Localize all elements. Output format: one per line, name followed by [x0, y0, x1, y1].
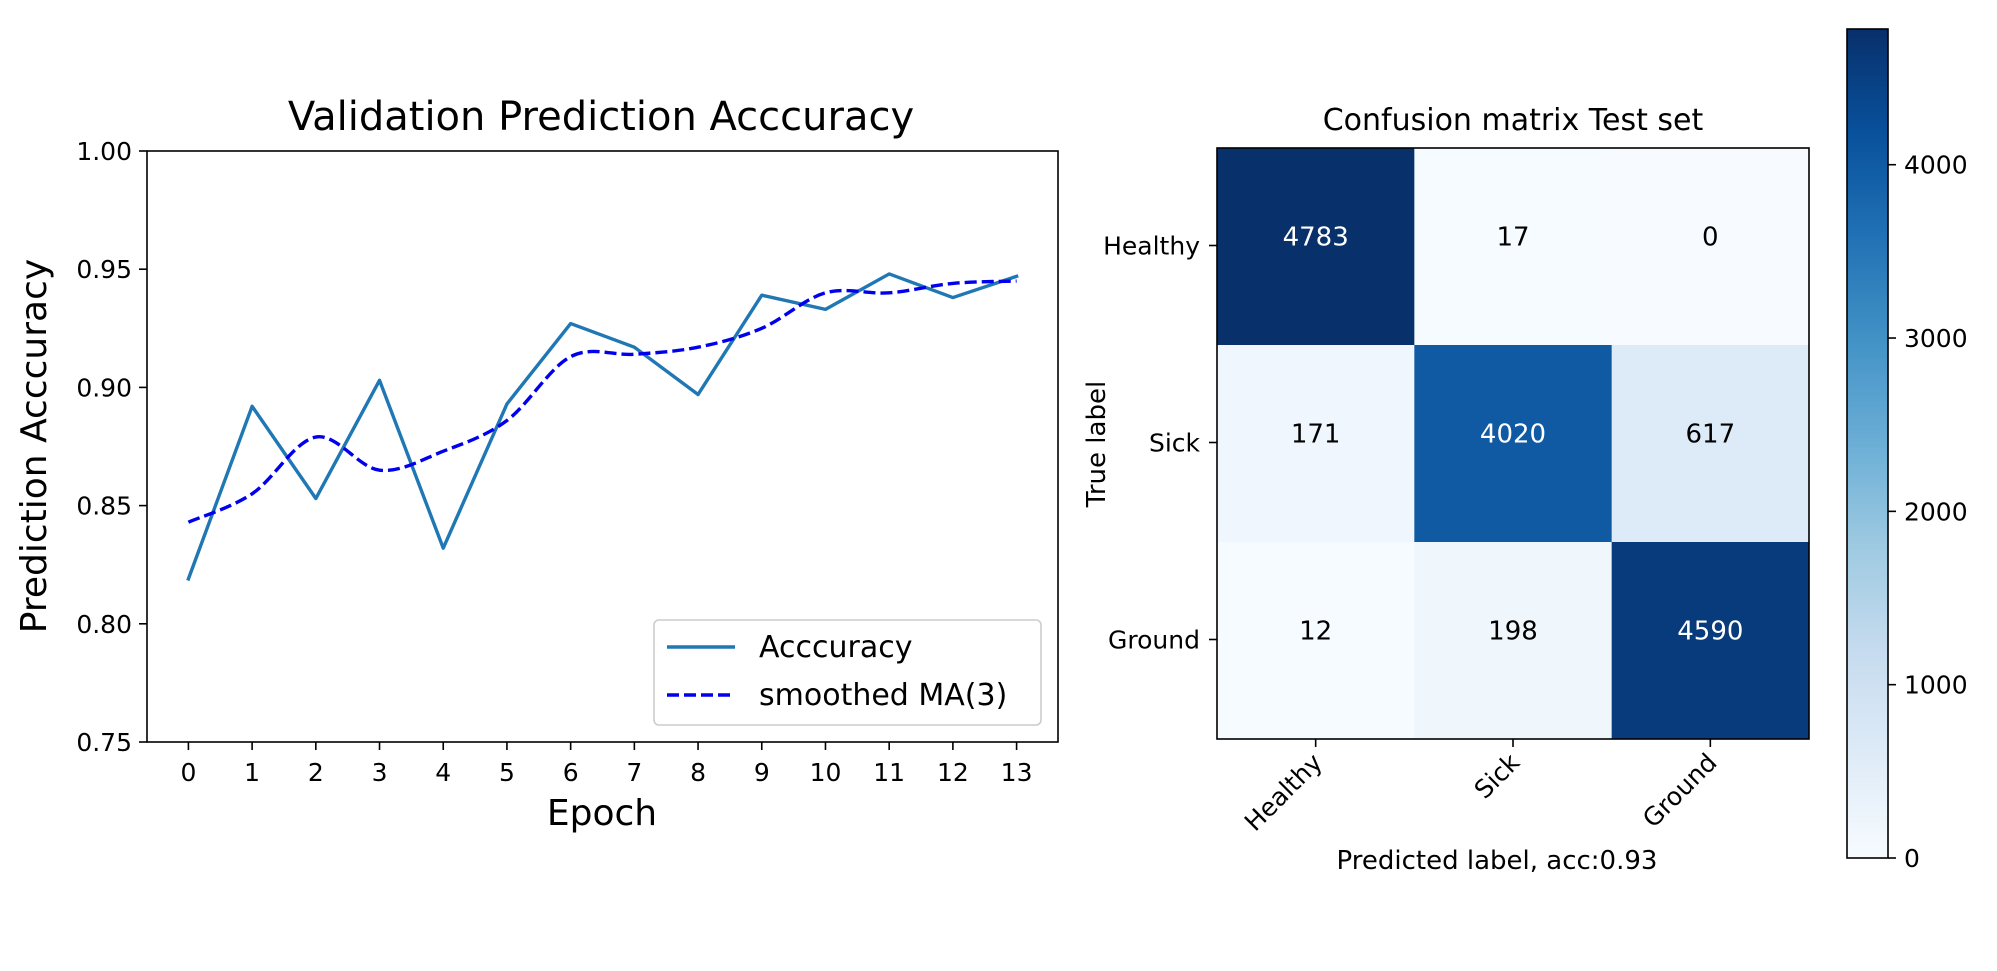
accuracy-legend: Acccuracy smoothed MA(3) — [653, 619, 1042, 726]
colorbar-tick-label: 3000 — [1904, 324, 1968, 353]
matrix-cell-value: 4020 — [1480, 420, 1546, 450]
matrix-cell — [1414, 542, 1613, 740]
confusion-matrix-x-axis-label: Predicted label, acc:0.93 — [1337, 846, 1658, 876]
matrix-cell — [1414, 148, 1613, 346]
x-tick-label: 8 — [690, 758, 706, 787]
matrix-x-tick-label: Healthy — [1239, 748, 1328, 837]
series-line-accuracy — [186, 272, 1019, 582]
colorbar-tick-label: 2000 — [1904, 497, 1968, 526]
accuracy-series — [186, 272, 1019, 582]
y-tick-label: 1.00 — [76, 137, 132, 166]
accuracy-chart-title: Validation Prediction Acccuracy — [288, 94, 914, 140]
matrix-cell-value: 171 — [1291, 420, 1341, 450]
accuracy-plot-frame — [146, 150, 1059, 743]
matrix-cell-value: 4590 — [1677, 617, 1743, 647]
matrix-x-tick-label: Sick — [1469, 747, 1526, 804]
matrix-x-tick-label: Ground — [1637, 748, 1723, 834]
x-tick-label: 6 — [563, 758, 579, 787]
confusion-matrix-y-axis-label: True label — [1082, 381, 1112, 508]
matrix-cell — [1414, 345, 1613, 543]
matrix-cell-value: 12 — [1299, 617, 1332, 647]
confusion-matrix-cells: 4783 17 0 171 4020 617 12 198 4590 — [1217, 148, 1810, 740]
y-tick-label: 0.90 — [76, 373, 132, 402]
colorbar-tick-label: 1000 — [1904, 671, 1968, 700]
matrix-y-tick-label: Ground — [1108, 626, 1200, 655]
confusion-matrix-chart: Confusion matrix Test set 4783 17 0 171 4020… — [1082, 103, 1810, 876]
y-tick-label: 0.80 — [76, 610, 132, 639]
matrix-cell — [1217, 148, 1415, 346]
legend-box — [653, 619, 1042, 726]
colorbar-ticks: 0 1000 2000 3000 4000 — [1888, 151, 1968, 873]
x-tick-label: 12 — [937, 758, 969, 787]
matrix-cell — [1611, 542, 1810, 740]
x-tick-label: 5 — [499, 758, 515, 787]
matrix-y-tick-label: Healthy — [1103, 232, 1200, 261]
matrix-cell — [1611, 148, 1810, 346]
confusion-matrix-title: Confusion matrix Test set — [1323, 103, 1704, 138]
matrix-cell-value: 198 — [1488, 617, 1538, 647]
accuracy-y-ticks: 0.75 0.80 0.85 0.90 0.95 1.00 — [76, 137, 147, 757]
matrix-cell — [1217, 542, 1415, 740]
x-tick-label: 11 — [873, 758, 905, 787]
legend-label-accuracy: Acccuracy — [759, 630, 912, 665]
x-tick-label: 4 — [435, 758, 451, 787]
y-tick-label: 0.95 — [76, 255, 132, 284]
x-tick-label: 7 — [626, 758, 642, 787]
accuracy-x-axis-label: Epoch — [547, 793, 657, 834]
x-tick-label: 13 — [1001, 758, 1033, 787]
confusion-matrix-x-ticks: Healthy Sick Ground — [1239, 739, 1723, 837]
matrix-cell-value: 17 — [1496, 223, 1529, 253]
x-tick-label: 10 — [810, 758, 842, 787]
confusion-matrix-y-ticks: Healthy Sick Ground — [1103, 232, 1217, 655]
matrix-cell-value: 4783 — [1283, 223, 1349, 253]
x-tick-label: 3 — [372, 758, 388, 787]
y-tick-label: 0.75 — [76, 728, 132, 757]
matrix-cell-value: 0 — [1702, 223, 1719, 253]
colorbar: 0 1000 2000 3000 4000 — [1846, 28, 1968, 873]
x-tick-label: 2 — [308, 758, 324, 787]
x-tick-label: 9 — [754, 758, 770, 787]
x-tick-label: 1 — [244, 758, 260, 787]
series-line-smoothed — [187, 279, 1017, 524]
x-tick-label: 0 — [180, 758, 196, 787]
matrix-y-tick-label: Sick — [1149, 429, 1201, 458]
matrix-cell-value: 617 — [1686, 420, 1736, 450]
matrix-cell — [1217, 345, 1415, 543]
accuracy-y-axis-label: Prediction Acccuracy — [14, 259, 55, 633]
y-tick-label: 0.85 — [76, 492, 132, 521]
matrix-cell — [1611, 345, 1810, 543]
colorbar-tick-label: 4000 — [1904, 151, 1968, 180]
accuracy-chart: Validation Prediction Acccuracy 0.75 0.80… — [14, 94, 1059, 834]
accuracy-x-ticks: 0 1 2 3 4 5 6 7 8 9 10 11 12 13 — [180, 742, 1032, 787]
colorbar-gradient — [1846, 28, 1889, 859]
legend-label-smoothed: smoothed MA(3) — [759, 678, 1007, 713]
colorbar-tick-label: 0 — [1904, 844, 1920, 873]
